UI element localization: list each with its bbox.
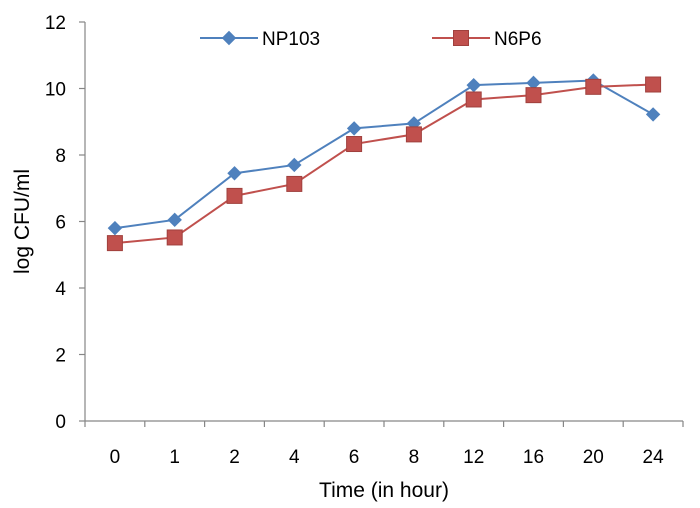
x-tick-label: 12 bbox=[463, 447, 484, 468]
series-np103 bbox=[107, 73, 661, 236]
series-line bbox=[114, 83, 654, 245]
x-tick-label: 0 bbox=[110, 447, 121, 468]
y-tick-label: 10 bbox=[45, 80, 66, 101]
data-point-marker bbox=[525, 87, 542, 104]
data-point-marker bbox=[453, 30, 469, 46]
x-tick-label: 16 bbox=[523, 447, 544, 468]
x-tick-label: 24 bbox=[643, 447, 665, 468]
data-point-marker bbox=[346, 136, 363, 153]
y-tick-label: 12 bbox=[45, 13, 66, 34]
x-tick-label: 1 bbox=[169, 447, 180, 468]
data-point-marker bbox=[167, 212, 182, 228]
y-axis-title: log CFU/ml bbox=[11, 169, 34, 274]
legend: NP103 N6P6 bbox=[200, 29, 542, 50]
x-tick-label: 6 bbox=[349, 447, 360, 468]
data-point-marker bbox=[405, 126, 422, 143]
data-point-marker bbox=[465, 91, 482, 108]
data-point-marker bbox=[645, 76, 662, 93]
data-point-marker bbox=[227, 166, 242, 181]
x-tick-label: 20 bbox=[583, 447, 604, 468]
y-tick-label: 6 bbox=[55, 213, 66, 234]
legend-label: N6P6 bbox=[494, 29, 542, 50]
data-point-marker bbox=[346, 121, 362, 136]
data-point-marker bbox=[226, 187, 243, 204]
data-point-marker bbox=[166, 229, 183, 246]
y-tick-label: 0 bbox=[55, 412, 66, 433]
y-tick-label: 8 bbox=[55, 146, 66, 167]
x-tick-label: 8 bbox=[409, 447, 420, 468]
series-n6p6 bbox=[106, 76, 662, 252]
series bbox=[106, 73, 662, 252]
data-point-marker bbox=[221, 30, 237, 46]
data-point-marker bbox=[286, 175, 303, 192]
x-tick-label: 4 bbox=[289, 447, 300, 468]
data-point-marker bbox=[106, 235, 123, 252]
legend-item-np103: NP103 bbox=[200, 29, 320, 50]
data-point-marker bbox=[287, 157, 302, 173]
legend-label: NP103 bbox=[262, 29, 320, 50]
data-point-marker bbox=[466, 77, 481, 93]
y-tick-label: 4 bbox=[55, 279, 66, 300]
x-tick-label: 2 bbox=[229, 447, 240, 468]
data-point-marker bbox=[107, 220, 123, 236]
y-tick-label: 2 bbox=[55, 346, 66, 367]
series-line bbox=[114, 79, 654, 230]
legend-item-n6p6: N6P6 bbox=[432, 29, 542, 50]
x-axis-title: Time (in hour) bbox=[319, 479, 449, 502]
data-point-marker bbox=[585, 78, 602, 95]
data-point-marker bbox=[645, 107, 661, 122]
